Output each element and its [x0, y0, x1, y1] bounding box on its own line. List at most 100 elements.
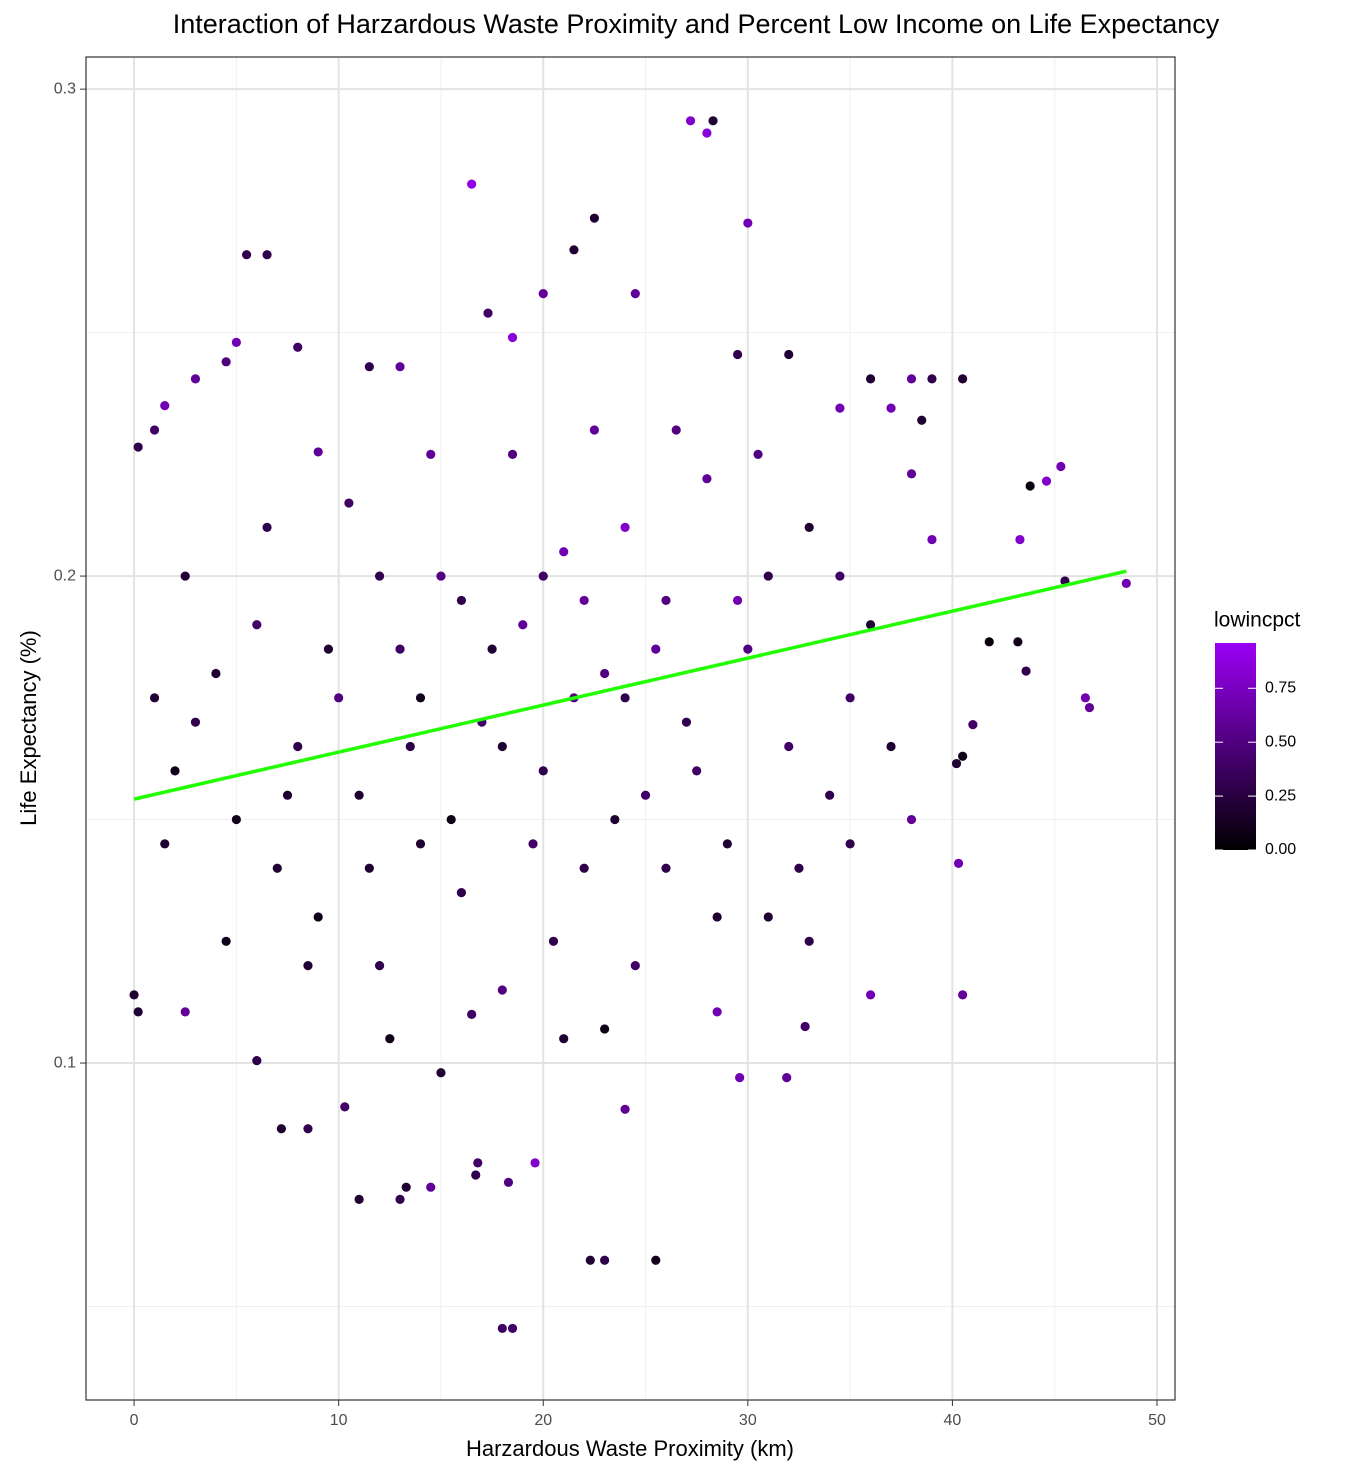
point: [303, 961, 313, 971]
point: [426, 449, 436, 459]
point: [661, 595, 671, 606]
x-tick-label: 30: [739, 1412, 757, 1429]
point: [401, 1182, 411, 1192]
point: [743, 644, 753, 654]
point: [272, 863, 282, 873]
point: [262, 522, 272, 532]
point: [487, 644, 497, 654]
point: [951, 758, 962, 769]
point: [252, 620, 262, 630]
point: [906, 374, 917, 384]
point: [129, 990, 139, 1000]
point: [958, 374, 968, 384]
point: [794, 863, 804, 873]
point: [732, 349, 743, 360]
point: [651, 1255, 661, 1265]
chart-title: Interaction of Harzardous Waste Proximit…: [173, 9, 1220, 39]
point: [133, 1007, 143, 1017]
point: [640, 790, 651, 800]
point: [630, 289, 640, 299]
point: [958, 990, 968, 1000]
point: [160, 401, 170, 411]
color-tick-label: 0.75: [1265, 680, 1296, 697]
legend-title: lowincpct: [1214, 609, 1301, 632]
point: [953, 858, 964, 868]
point: [538, 571, 548, 581]
point: [497, 1323, 507, 1334]
point: [681, 717, 692, 727]
point: [467, 179, 477, 189]
point: [354, 1194, 364, 1204]
point: [958, 751, 968, 761]
point: [354, 790, 364, 800]
point: [426, 1182, 436, 1192]
point: [708, 116, 718, 126]
plot-background: [86, 57, 1175, 1400]
point: [1080, 693, 1090, 703]
point: [845, 839, 855, 849]
point: [835, 571, 845, 581]
point: [1121, 578, 1131, 588]
point: [804, 522, 814, 532]
point: [569, 245, 579, 255]
point: [886, 741, 896, 752]
point: [503, 1177, 514, 1187]
point: [1015, 534, 1025, 545]
point: [589, 213, 599, 223]
point: [507, 1323, 518, 1334]
point: [221, 936, 231, 946]
point: [620, 522, 630, 532]
point: [722, 839, 732, 849]
point: [968, 720, 978, 730]
y-tick-label: 0.3: [54, 80, 76, 97]
point: [620, 693, 630, 703]
point: [190, 717, 201, 727]
plot-border: [85, 56, 1176, 1401]
color-tick-label: 0.50: [1265, 733, 1296, 750]
point: [835, 403, 845, 413]
point: [518, 620, 528, 630]
point: [600, 668, 610, 679]
point: [507, 332, 518, 343]
point: [293, 342, 303, 352]
point: [702, 128, 712, 138]
point: [395, 644, 405, 654]
point: [845, 693, 855, 703]
point: [984, 637, 994, 647]
point: [241, 250, 252, 260]
point: [685, 116, 696, 126]
point: [221, 357, 231, 367]
point: [405, 741, 415, 752]
point: [735, 1073, 745, 1083]
point: [763, 912, 773, 922]
point: [446, 814, 456, 825]
point: [211, 668, 221, 679]
point: [395, 362, 405, 372]
y-tick-label: 0.2: [54, 567, 76, 584]
point: [364, 863, 374, 873]
point: [1041, 476, 1052, 486]
point: [906, 814, 917, 825]
point: [180, 1007, 190, 1017]
point: [456, 595, 467, 606]
point: [906, 469, 917, 479]
point: [600, 1024, 610, 1034]
point: [344, 498, 354, 508]
point: [334, 693, 344, 703]
y-axis-label: Life Expectancy (%): [16, 630, 41, 826]
x-tick-label: 10: [330, 1412, 348, 1429]
point: [661, 863, 671, 873]
point: [825, 790, 835, 800]
point: [538, 289, 548, 299]
point: [180, 571, 190, 581]
point: [579, 863, 589, 873]
x-tick-label: 50: [1148, 1412, 1166, 1429]
color-tick-label: 0.25: [1265, 787, 1296, 804]
point: [160, 839, 170, 849]
point: [579, 595, 589, 606]
point: [231, 337, 241, 347]
point: [252, 1055, 262, 1066]
point: [712, 912, 722, 922]
